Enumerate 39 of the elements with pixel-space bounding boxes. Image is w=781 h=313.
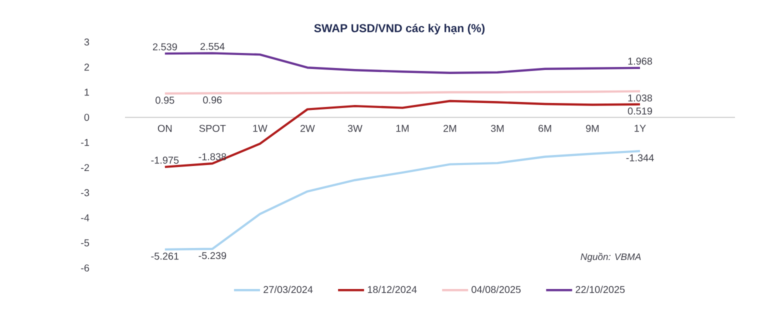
data-label: 1.038 — [628, 94, 652, 102]
y-tick-label: 3 — [84, 38, 90, 46]
data-label: 0.519 — [628, 108, 652, 115]
x-tick-label: 1M — [396, 124, 409, 132]
y-tick-label: -1 — [81, 139, 90, 146]
x-tick-label: 2W — [300, 124, 315, 132]
y-tick-label: -4 — [81, 214, 90, 222]
x-tick-label: 6M — [538, 124, 552, 132]
y-tick-label: 0 — [84, 114, 90, 121]
x-tick-label: 9M — [586, 124, 599, 132]
x-tick-label: 3W — [348, 124, 362, 132]
y-tick-label: -2 — [81, 164, 89, 172]
data-label: -5.261 — [151, 252, 179, 260]
x-tick-label: SPOT — [199, 124, 226, 132]
data-label: 2.539 — [152, 43, 177, 50]
data-label: -1.344 — [626, 154, 654, 162]
data-label: -1.838 — [198, 153, 226, 160]
y-tick-label: -6 — [81, 264, 90, 272]
x-tick-label: 2M — [444, 124, 456, 132]
data-label: 1.968 — [628, 58, 652, 65]
x-tick-label: 3M — [490, 124, 504, 132]
data-label: -5.239 — [198, 252, 226, 260]
data-label: 0.95 — [156, 96, 174, 104]
legend-label: 04/08/2025 — [472, 286, 521, 294]
y-tick-label: -5 — [81, 239, 90, 246]
legend-label: 22/10/2025 — [576, 286, 625, 294]
annotation: Nguồn: VBMA — [580, 252, 641, 262]
legend-label: 18/12/2024 — [368, 286, 417, 294]
legend-label: 27/03/2024 — [264, 286, 313, 294]
data-label: -1.975 — [151, 156, 179, 164]
x-tick-label: ON — [158, 124, 172, 132]
data-label: 0.96 — [203, 96, 222, 104]
y-tick-label: -3 — [81, 189, 90, 196]
x-tick-label: 1Y — [634, 124, 646, 132]
y-tick-label: 1 — [84, 88, 90, 96]
y-tick-label: 2 — [84, 64, 89, 71]
x-tick-label: 1W — [253, 124, 268, 132]
data-label: 2.554 — [200, 42, 225, 50]
chart-title: SWAP USD/VND các kỳ hạn (%) — [314, 24, 485, 35]
